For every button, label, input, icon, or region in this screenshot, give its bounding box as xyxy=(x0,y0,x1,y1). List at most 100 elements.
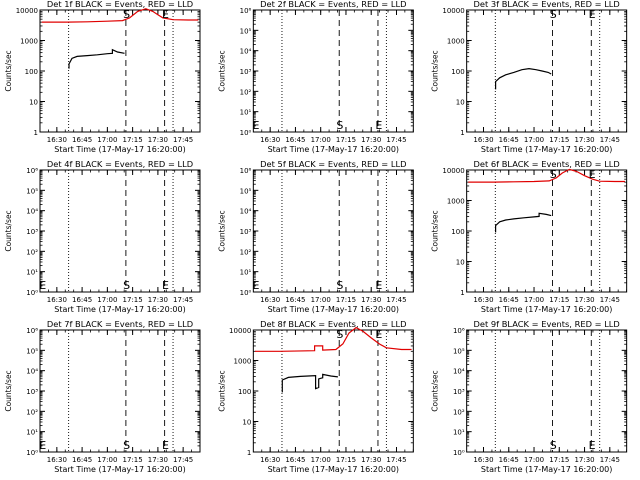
x-tick-label: 16:45 xyxy=(285,296,305,304)
y-tick-label: 100 xyxy=(238,388,251,396)
y-tick-label: 1 xyxy=(460,289,464,297)
plot-frame xyxy=(252,9,414,133)
y-axis-label: Counts/sec xyxy=(431,50,440,91)
y-tick-label: 100 xyxy=(451,228,464,236)
x-axis-label: Start Time (17-May-17 16:20:00) xyxy=(268,145,399,154)
x-tick-label: 17:30 xyxy=(574,296,594,304)
x-tick-label: 17:45 xyxy=(386,136,406,144)
plot-frame xyxy=(466,329,628,453)
y-tick-label: 10⁰ xyxy=(240,289,252,297)
marker-e: E xyxy=(253,119,260,132)
y-tick-label: 1 xyxy=(460,129,464,137)
x-axis-label: Start Time (17-May-17 16:20:00) xyxy=(54,465,185,474)
y-tick-label: 10³ xyxy=(240,228,252,236)
y-tick-label: 10³ xyxy=(240,68,252,76)
x-tick-label: 17:30 xyxy=(361,456,381,464)
y-tick-label: 100 xyxy=(25,68,38,76)
x-axis-label: Start Time (17-May-17 16:20:00) xyxy=(481,145,612,154)
marker-e: E xyxy=(253,279,260,292)
y-tick-label: 10⁰ xyxy=(453,449,465,457)
y-tick-label: 10¹ xyxy=(240,269,252,277)
y-tick-label: 10⁰ xyxy=(240,129,252,137)
x-tick-label: 17:15 xyxy=(336,456,356,464)
x-axis-label: Start Time (17-May-17 16:20:00) xyxy=(54,145,185,154)
x-tick-label: 16:30 xyxy=(473,136,493,144)
y-axis-label: Counts/sec xyxy=(431,210,440,251)
y-axis-label: Counts/sec xyxy=(431,370,440,411)
chart-panel-9: Det 9f BLACK = Events, RED = LLD 10⁰ 10¹ 10… xyxy=(431,319,628,474)
x-tick-label: 16:30 xyxy=(473,456,493,464)
x-axis-label: Start Time (17-May-17 16:20:00) xyxy=(268,305,399,314)
data-series-0 xyxy=(281,373,338,393)
x-tick-label: 17:15 xyxy=(549,296,569,304)
marker-e: E xyxy=(375,328,382,341)
y-tick-label: 10 xyxy=(242,419,251,427)
chart-panel-6: Det 6f BLACK = Events, RED = LLD 1 10 100 10… xyxy=(431,159,628,314)
y-tick-label: 10⁴ xyxy=(26,208,38,216)
marker-s: S xyxy=(550,168,557,181)
x-axis-label: Start Time (17-May-17 16:20:00) xyxy=(481,465,612,474)
x-tick-label: 16:45 xyxy=(499,296,519,304)
y-tick-label: 1000 xyxy=(447,198,465,206)
y-tick-label: 1000 xyxy=(20,38,38,46)
y-tick-label: 1000 xyxy=(447,38,465,46)
y-axis-label: Counts/sec xyxy=(217,370,226,411)
x-tick-label: 17:00 xyxy=(97,456,117,464)
chart-panel-8: Det 8f BLACK = Events, RED = LLD 1 10 100 10… xyxy=(217,319,414,474)
chart-panel-5: Det 5f BLACK = Events, RED = LLD 10⁰ 10¹ 10… xyxy=(217,159,414,314)
y-tick-label: 10⁶ xyxy=(26,327,38,335)
x-tick-label: 17:30 xyxy=(148,296,168,304)
y-tick-label: 10² xyxy=(453,408,465,416)
marker-e: E xyxy=(375,119,382,132)
y-tick-label: 10¹ xyxy=(453,429,465,437)
marker-s: S xyxy=(336,119,343,132)
marker-e: E xyxy=(39,279,46,292)
chart-title: Det 5f BLACK = Events, RED = LLD xyxy=(260,159,406,169)
y-tick-label: 10 xyxy=(456,99,465,107)
plot-frame xyxy=(39,9,201,133)
y-axis-label: Counts/sec xyxy=(4,210,13,251)
plot-frame xyxy=(39,169,201,293)
marker-e: E xyxy=(589,439,596,452)
y-axis-label: Counts/sec xyxy=(217,50,226,91)
chart-title: Det 3f BLACK = Events, RED = LLD xyxy=(473,0,619,9)
marker-s: S xyxy=(336,328,343,341)
x-tick-label: 16:30 xyxy=(473,296,493,304)
y-axis-label: Counts/sec xyxy=(4,50,13,91)
x-tick-label: 16:30 xyxy=(260,296,280,304)
x-axis-label: Start Time (17-May-17 16:20:00) xyxy=(54,305,185,314)
x-tick-label: 17:00 xyxy=(524,456,544,464)
y-tick-label: 10 xyxy=(456,259,465,267)
x-tick-label: 17:45 xyxy=(600,296,620,304)
marker-e: E xyxy=(375,279,382,292)
x-tick-label: 16:45 xyxy=(285,136,305,144)
chart-title: Det 1f BLACK = Events, RED = LLD xyxy=(47,0,193,9)
marker-s: S xyxy=(550,8,557,21)
y-tick-label: 10⁶ xyxy=(240,167,252,175)
data-series-1 xyxy=(41,8,199,23)
x-tick-label: 17:15 xyxy=(549,456,569,464)
x-tick-label: 17:30 xyxy=(574,136,594,144)
x-tick-label: 16:45 xyxy=(72,136,92,144)
y-tick-label: 10⁰ xyxy=(26,449,38,457)
x-tick-label: 16:30 xyxy=(260,136,280,144)
chart-panel-1: Det 1f BLACK = Events, RED = LLD 1 10 100 10… xyxy=(4,0,201,154)
x-tick-label: 17:00 xyxy=(311,296,331,304)
chart-title: Det 8f BLACK = Events, RED = LLD xyxy=(260,319,406,329)
data-series-0 xyxy=(68,48,125,69)
y-tick-label: 10³ xyxy=(26,228,38,236)
chart-title: Det 9f BLACK = Events, RED = LLD xyxy=(473,319,619,329)
y-axis-label: Counts/sec xyxy=(4,370,13,411)
y-tick-label: 1000 xyxy=(234,358,252,366)
y-tick-label: 10⁵ xyxy=(240,27,252,35)
y-tick-label: 10² xyxy=(26,408,38,416)
x-tick-label: 17:45 xyxy=(600,456,620,464)
x-tick-label: 17:30 xyxy=(148,456,168,464)
y-tick-label: 10² xyxy=(26,248,38,256)
marker-e: E xyxy=(162,279,169,292)
x-axis-label: Start Time (17-May-17 16:20:00) xyxy=(481,305,612,314)
y-tick-label: 10⁴ xyxy=(240,208,252,216)
y-tick-label: 10⁶ xyxy=(240,7,252,15)
x-tick-label: 17:15 xyxy=(123,456,143,464)
